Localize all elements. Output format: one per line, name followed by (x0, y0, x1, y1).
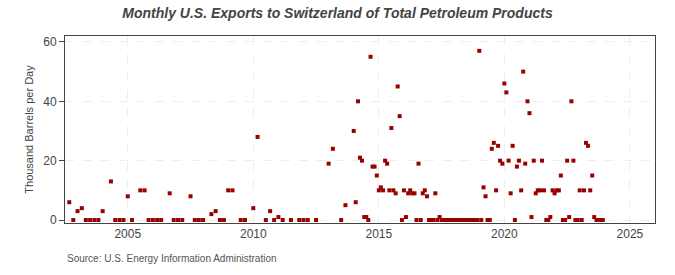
svg-text:Source: U.S. Energy Informatio: Source: U.S. Energy Information Administ… (67, 253, 277, 264)
svg-text:2015: 2015 (365, 227, 392, 241)
svg-text:2010: 2010 (240, 227, 267, 241)
svg-text:Monthly U.S. Exports to Switze: Monthly U.S. Exports to Switzerland of T… (122, 5, 553, 21)
svg-text:Thousand Barrels per Day: Thousand Barrels per Day (23, 65, 35, 194)
svg-text:2025: 2025 (617, 227, 644, 241)
svg-text:60: 60 (43, 35, 57, 49)
svg-text:20: 20 (43, 154, 57, 168)
svg-text:2005: 2005 (114, 227, 141, 241)
svg-text:40: 40 (43, 95, 57, 109)
svg-text:2020: 2020 (491, 227, 518, 241)
svg-text:0: 0 (50, 213, 57, 227)
